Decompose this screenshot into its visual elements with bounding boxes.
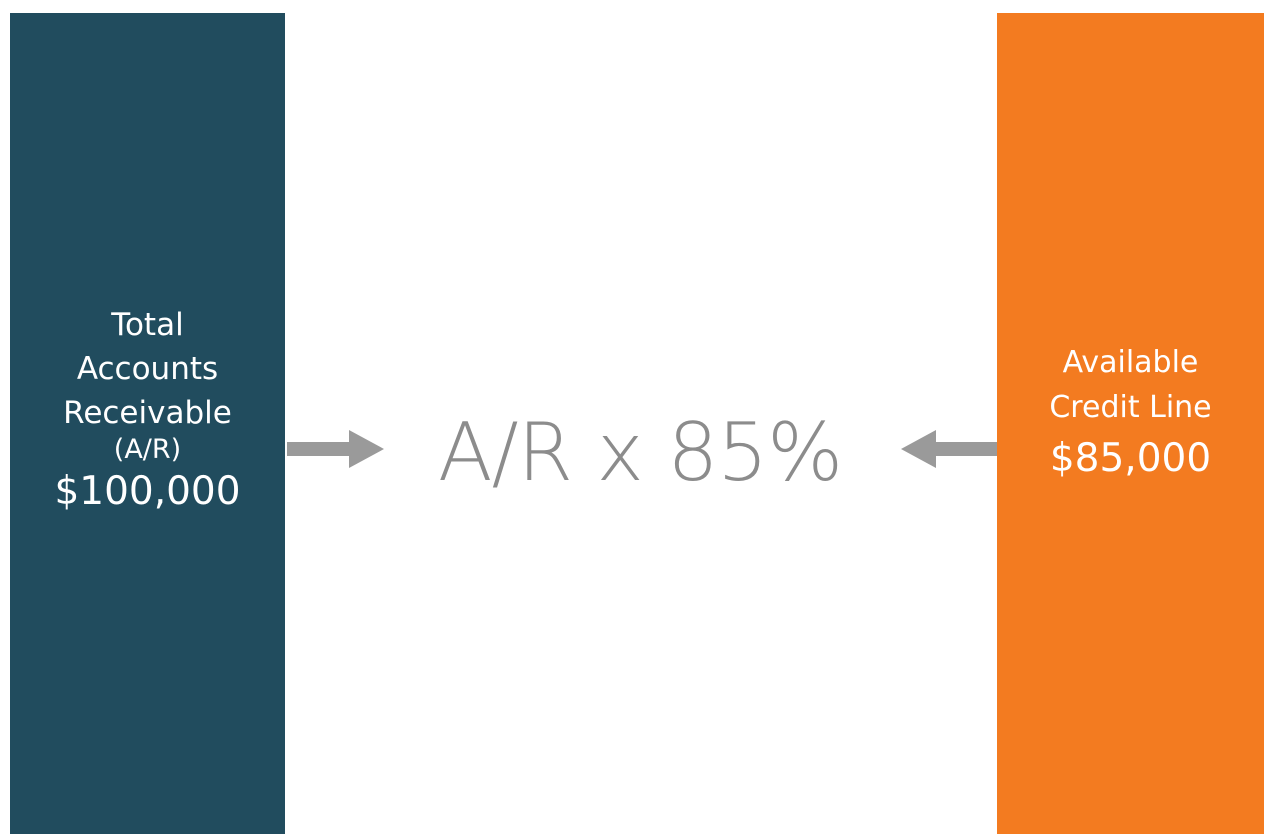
arrow-right-shaft xyxy=(287,442,351,456)
ar-label-line-3: Receivable xyxy=(63,395,232,431)
credit-label-line-1: Available xyxy=(1062,344,1199,380)
formula-text: A/R x 85% xyxy=(437,406,843,499)
arrow-left-shaft xyxy=(934,442,998,456)
credit-label-line-2: Credit Line xyxy=(1049,389,1212,425)
available-credit-box: Available Credit Line $85,000 xyxy=(997,13,1264,834)
ar-label-line-2: Accounts xyxy=(76,351,219,387)
arrow-right-head xyxy=(349,430,384,468)
ar-label-line-4: (A/R) xyxy=(113,434,182,465)
accounts-receivable-box: Total Accounts Receivable (A/R) $100,000 xyxy=(10,13,285,834)
accounts-receivable-content: Total Accounts Receivable (A/R) $100,000 xyxy=(54,303,240,517)
credit-amount: $85,000 xyxy=(1049,435,1212,481)
arrow-right-icon xyxy=(287,430,384,468)
arrow-left-icon xyxy=(901,430,998,468)
ar-label-line-1: Total xyxy=(111,307,184,343)
arrow-left-head xyxy=(901,430,936,468)
available-credit-content: Available Credit Line $85,000 xyxy=(1049,340,1211,484)
ar-amount: $100,000 xyxy=(54,469,241,514)
